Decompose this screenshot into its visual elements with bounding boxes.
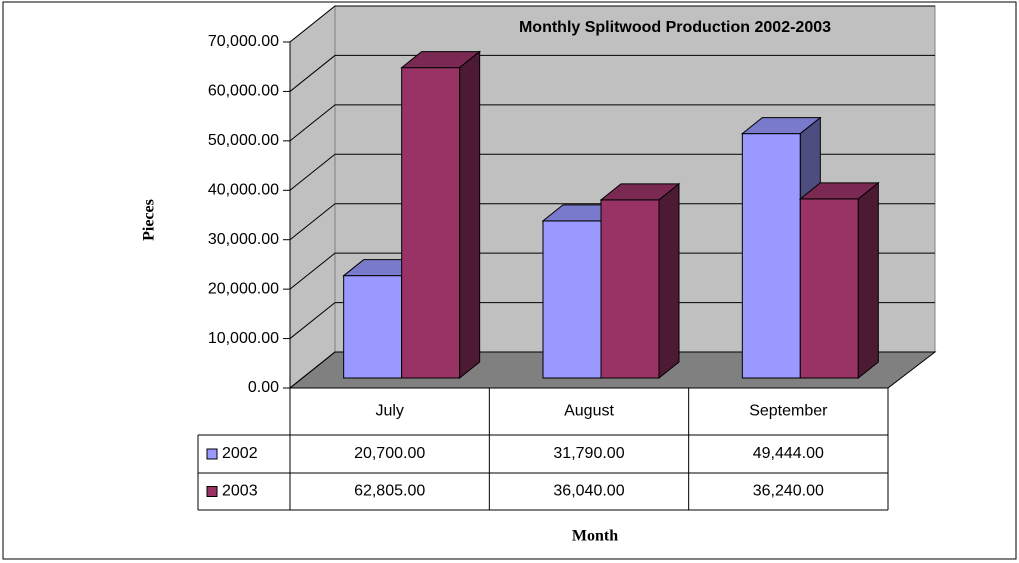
grid-line xyxy=(289,5,935,43)
bar-front xyxy=(600,199,660,379)
grid-line xyxy=(289,252,935,290)
grid-line xyxy=(289,351,935,389)
x-tick-label: August xyxy=(564,403,614,420)
y-tick-label: 50,000.00 xyxy=(208,132,279,149)
bar-front xyxy=(401,67,461,379)
grid-line xyxy=(289,104,935,142)
y-axis-label: Pieces xyxy=(141,199,158,241)
y-tick-label: 70,000.00 xyxy=(208,33,279,50)
bar-front xyxy=(343,275,403,379)
grid-line xyxy=(289,153,935,191)
grid-line xyxy=(289,203,935,241)
y-tick-label: 30,000.00 xyxy=(208,231,279,248)
y-tick-label: 10,000.00 xyxy=(208,330,279,347)
table-value: 36,040.00 xyxy=(553,483,624,500)
grid-line xyxy=(289,302,935,339)
grid-line xyxy=(289,54,935,92)
legend-label: 2003 xyxy=(222,483,258,500)
legend-key xyxy=(206,448,218,460)
x-axis-label: Month xyxy=(572,528,618,545)
y-tick-label: 20,000.00 xyxy=(208,280,279,297)
legend-label: 2002 xyxy=(222,445,258,462)
bar-front xyxy=(542,220,602,379)
table-value: 49,444.00 xyxy=(753,445,824,462)
table-value: 62,805.00 xyxy=(354,483,425,500)
bars xyxy=(342,50,880,380)
x-tick-label: July xyxy=(375,403,403,420)
bar-front xyxy=(741,133,801,379)
bar-side xyxy=(857,181,879,380)
grid xyxy=(289,5,935,389)
legend-key xyxy=(206,486,218,497)
bar-side xyxy=(459,50,481,380)
x-tick-label: September xyxy=(749,403,828,420)
y-tick-label: 0.00 xyxy=(248,379,279,396)
side-wall xyxy=(289,4,336,390)
table-value: 36,240.00 xyxy=(753,483,824,500)
y-tick-label: 60,000.00 xyxy=(208,83,279,100)
y-tick-label: 40,000.00 xyxy=(208,182,279,199)
table-value: 31,790.00 xyxy=(553,445,624,462)
bar-front xyxy=(799,198,859,379)
data-table: July August September 2002 20,700.00 31,790.0… xyxy=(197,387,889,511)
table-value: 20,700.00 xyxy=(354,445,425,462)
bar-side xyxy=(658,182,680,380)
chart-title: Monthly Splitwood Production 2002-2003 xyxy=(519,19,831,36)
